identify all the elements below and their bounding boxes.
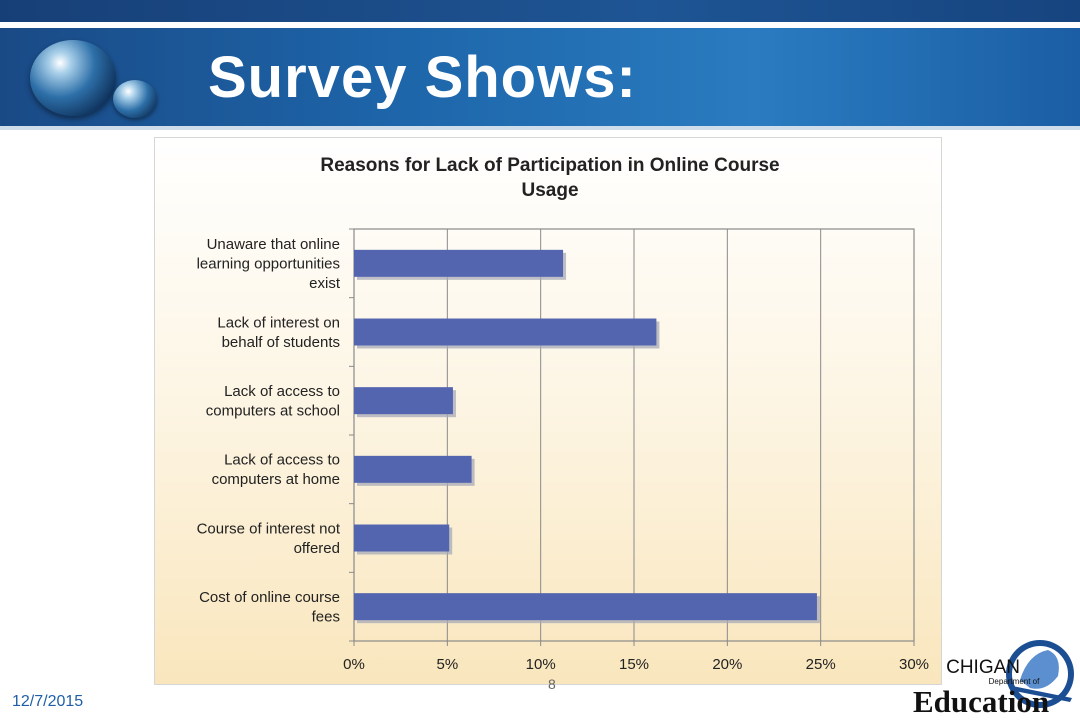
bars	[354, 249, 820, 624]
x-tick-label: 10%	[526, 656, 556, 673]
bar	[354, 249, 564, 277]
slide-header: Survey Shows:	[0, 0, 1080, 130]
logo-text-education: Education	[913, 684, 1049, 719]
category-label: Lack of access to	[224, 452, 340, 469]
category-label: Unaware that online	[207, 236, 340, 253]
logo-state-shape-icon	[1020, 650, 1059, 689]
department-logo: CHIGAN Department of Education	[913, 640, 1074, 719]
bar	[354, 593, 817, 621]
slide-number: 8	[548, 676, 556, 692]
axis-labels: 0% 5% 10% 15% 20% 25% 30% Unaware that online le…	[197, 236, 929, 673]
slide-date: 12/7/2015	[12, 693, 84, 710]
decorative-orb-small	[113, 80, 157, 118]
category-label: offered	[294, 540, 340, 557]
x-tick-label: 15%	[619, 656, 649, 673]
category-label: exist	[309, 275, 341, 292]
header-stripe	[0, 22, 1080, 28]
logo-swoosh-icon	[1010, 686, 1072, 702]
bar	[354, 455, 472, 483]
bar	[354, 524, 450, 552]
bar-chart: 0% 5% 10% 15% 20% 25% 30% Unaware that online le…	[197, 155, 929, 673]
category-label: computers at home	[212, 471, 340, 488]
x-tick-label: 0%	[343, 656, 365, 673]
axes	[349, 228, 915, 646]
x-tick-label: 20%	[712, 656, 742, 673]
gridlines	[353, 228, 915, 642]
logo-text-department: Department of	[989, 677, 1040, 686]
category-label: Cost of online course	[199, 589, 340, 606]
chart-title-line-1: Reasons for Lack of Participation in Onl…	[320, 155, 779, 176]
category-label: Course of interest not	[197, 520, 341, 537]
header-top-bar	[0, 0, 1080, 22]
category-label: behalf of students	[222, 334, 340, 351]
category-label: fees	[312, 608, 340, 625]
category-label: Lack of access to	[224, 383, 340, 400]
decorative-orb-large	[30, 40, 116, 116]
x-tick-label: 25%	[806, 656, 836, 673]
x-tick-label: 30%	[899, 656, 929, 673]
x-tick-label: 5%	[436, 656, 458, 673]
category-label: Lack of interest on	[217, 314, 340, 331]
slide-title: Survey Shows:	[208, 45, 637, 110]
category-label: computers at school	[206, 402, 340, 419]
chart-area: 0% 5% 10% 15% 20% 25% 30% Unaware that online le…	[154, 137, 942, 685]
category-label: learning opportunities	[197, 255, 340, 272]
logo-text-state: CHIGAN	[946, 657, 1020, 678]
bar	[354, 318, 657, 346]
bar	[354, 387, 453, 415]
header-lower-stripe	[0, 126, 1080, 130]
chart-title-line-2: Usage	[521, 180, 578, 201]
